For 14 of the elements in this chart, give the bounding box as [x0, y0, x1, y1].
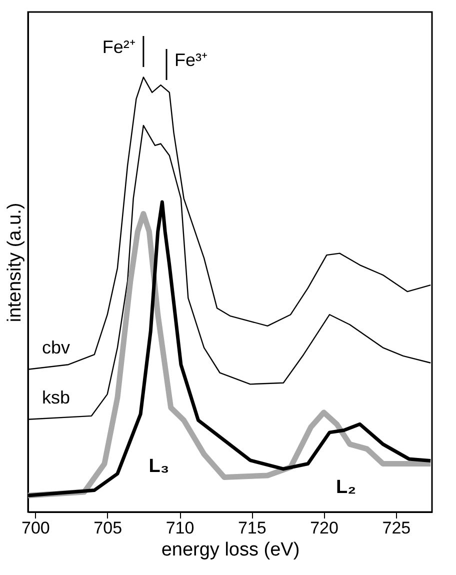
x-tick-label: 700 — [22, 518, 50, 538]
ref-line-label: Fe³⁺ — [174, 50, 208, 70]
ref-line-label: Fe²⁺ — [102, 37, 136, 57]
series-label: ksb — [42, 387, 70, 408]
x-tick-label: 725 — [382, 518, 411, 538]
annotation: L₂ — [336, 477, 356, 498]
x-tick-label: 715 — [238, 518, 266, 538]
x-tick-label: 720 — [310, 518, 338, 538]
y-axis-title: intensity (a.u.) — [4, 202, 26, 322]
x-tick-label: 705 — [94, 518, 122, 538]
x-axis-title: energy loss (eV) — [161, 540, 300, 560]
annotation: L₃ — [148, 456, 170, 477]
x-tick-label: 710 — [166, 518, 194, 538]
series-label: cbv — [42, 337, 70, 358]
